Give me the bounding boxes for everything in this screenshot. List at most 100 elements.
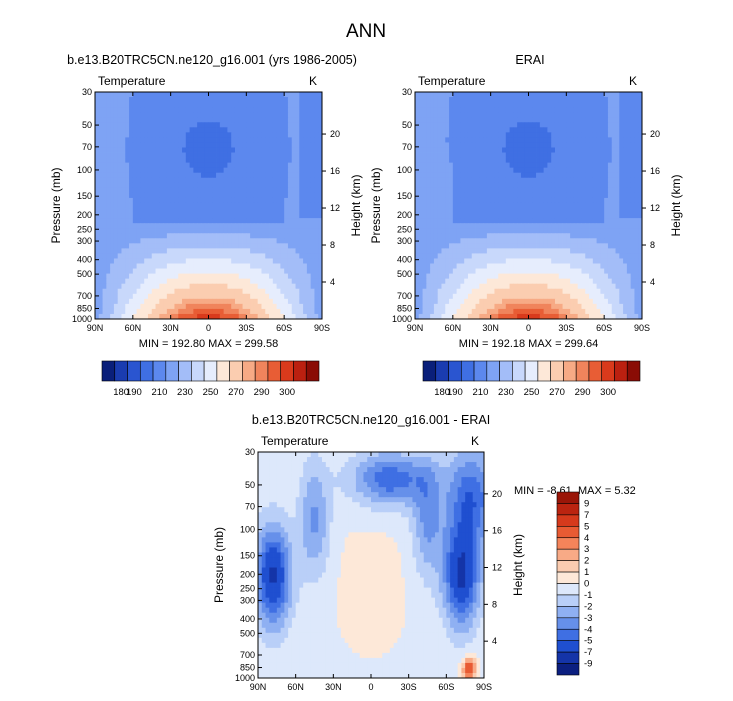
contour-cell <box>310 202 315 209</box>
contour-cell <box>543 223 548 229</box>
contour-cell <box>163 142 168 148</box>
contour-cell <box>280 298 285 305</box>
contour-cell <box>272 208 277 214</box>
contour-cell <box>483 233 488 239</box>
contour-cell <box>498 132 503 138</box>
contour-cell <box>570 152 575 158</box>
contour-cell <box>630 182 635 189</box>
contour-cell <box>253 182 259 189</box>
contour-cell <box>291 142 296 148</box>
contour-cell <box>197 132 202 138</box>
contour-cell <box>524 167 529 174</box>
contour-cell <box>216 112 221 118</box>
contour-cell <box>415 117 420 123</box>
contour-cell <box>502 208 507 214</box>
contour-cell <box>98 172 103 179</box>
contour-cell <box>238 157 243 164</box>
contour-cell <box>170 127 175 133</box>
contour-cell <box>227 137 232 143</box>
contour-cell <box>117 288 122 295</box>
contour-cell <box>291 288 296 295</box>
contour-cell <box>502 268 507 274</box>
contour-cell <box>611 162 616 169</box>
contour-cell <box>475 233 480 239</box>
contour-cell <box>449 122 454 128</box>
contour-cell <box>634 162 639 169</box>
contour-cell <box>502 263 507 269</box>
contour-cell <box>513 228 518 234</box>
contour-cell <box>539 137 545 143</box>
contour-cell <box>269 202 274 209</box>
contour-cell <box>422 182 427 189</box>
contour-cell <box>452 268 458 274</box>
contour-cell <box>524 92 529 98</box>
contour-cell <box>253 218 259 224</box>
contour-cell <box>517 268 522 274</box>
contour-cell <box>276 122 281 128</box>
contour-cell <box>585 102 590 108</box>
contour-cell <box>238 248 243 254</box>
contour-cell <box>204 177 209 184</box>
contour-cell <box>498 233 503 239</box>
contour-cell <box>155 213 160 219</box>
contour-cell <box>505 218 510 224</box>
y-tick-label: 500 <box>77 269 92 279</box>
contour-cell <box>551 97 556 103</box>
contour-cell <box>306 192 312 199</box>
contour-cell <box>272 228 277 234</box>
contour-cell <box>276 208 281 214</box>
contour-cell <box>536 268 541 274</box>
contour-cell <box>422 147 427 153</box>
contour-cell <box>163 92 168 98</box>
contour-cell <box>231 243 236 249</box>
contour-cell <box>433 187 439 194</box>
contour-cell <box>520 187 526 194</box>
contour-cell <box>596 142 601 148</box>
contour-cell <box>208 278 213 285</box>
contour-cell <box>310 268 315 274</box>
contour-cell <box>566 218 571 224</box>
contour-cell <box>117 112 122 118</box>
contour-cell <box>234 238 240 244</box>
contour-cell <box>204 278 209 285</box>
contour-cell <box>231 283 236 290</box>
contour-cell <box>441 142 446 148</box>
contour-cell <box>611 182 616 189</box>
contour-cell <box>441 102 446 108</box>
contour-cell <box>208 127 213 133</box>
contour-cell <box>449 213 454 219</box>
contour-cell <box>136 122 141 128</box>
contour-cell <box>265 218 270 224</box>
contour-cell <box>532 97 537 103</box>
contour-cell <box>426 233 431 239</box>
contour-cell <box>144 92 149 98</box>
contour-cell <box>204 132 209 138</box>
contour-cell <box>280 167 285 174</box>
contour-cell <box>433 197 439 204</box>
contour-cell <box>178 313 183 320</box>
contour-cell <box>573 142 579 148</box>
contour-cell <box>113 187 119 194</box>
contour-cell <box>558 147 563 153</box>
contour-cell <box>483 167 488 174</box>
contour-cell <box>253 278 259 285</box>
contour-cell <box>577 142 582 148</box>
contour-cell <box>539 268 545 274</box>
contour-cell <box>581 268 586 274</box>
contour-cell <box>630 167 635 174</box>
contour-cell <box>291 107 296 113</box>
contour-cell <box>452 162 458 169</box>
contour-cell <box>573 233 579 239</box>
contour-cell <box>144 248 149 254</box>
contour-cell <box>113 162 119 169</box>
contour-cell <box>422 127 427 133</box>
contour-cell <box>638 258 643 264</box>
contour-cell <box>246 187 251 194</box>
contour-cell <box>630 208 635 214</box>
contour-cell <box>227 102 232 108</box>
contour-cell <box>539 102 545 108</box>
contour-cell <box>570 192 575 199</box>
contour-cell <box>159 268 164 274</box>
contour-cell <box>452 197 458 204</box>
contour-cell <box>471 202 476 209</box>
